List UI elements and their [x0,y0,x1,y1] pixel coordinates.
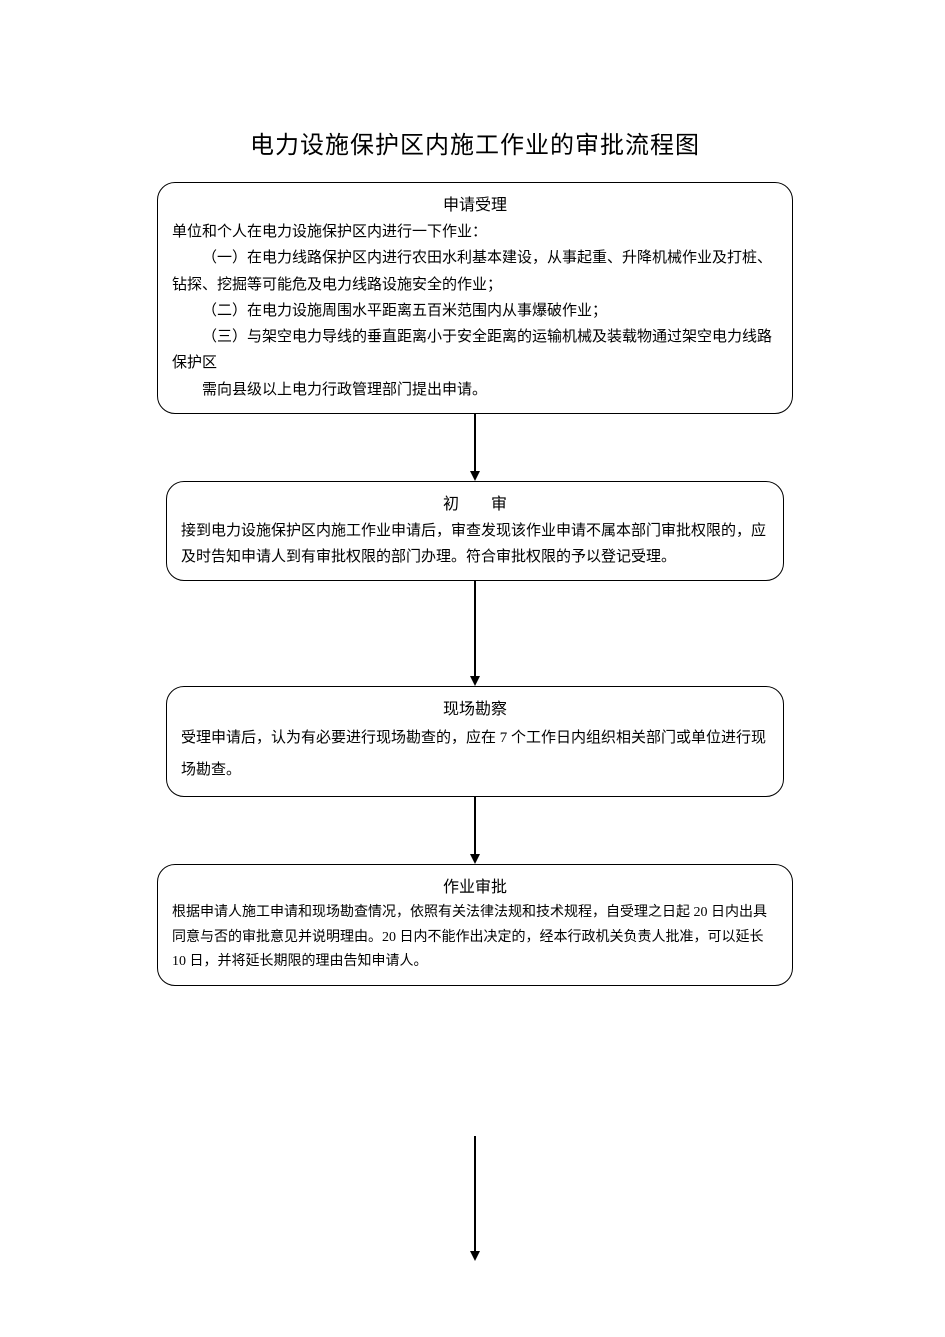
flow-node-body: 受理申请后，认为有必要进行现场勘查的，应在 7 个工作日内组织相关部门或单位进行… [181,723,769,786]
flow-arrow [155,1136,795,1261]
flow-node-line: 需向县级以上电力行政管理部门提出申请。 [172,377,778,403]
flow-arrow [155,581,795,686]
flow-node-line: 单位和个人在电力设施保护区内进行一下作业： [172,219,778,245]
flow-node-body: 根据申请人施工申请和现场勘查情况，依照有关法律法规和技术规程，自受理之日起 20… [172,901,778,975]
arrow-head-icon [470,471,480,481]
flow-node-line: 根据申请人施工申请和现场勘查情况，依照有关法律法规和技术规程，自受理之日起 20… [172,901,778,975]
flow-arrow [155,414,795,481]
arrow-line [474,1136,476,1252]
arrow-line [474,797,476,855]
arrow-head-icon [470,1251,480,1261]
flow-gap [155,986,795,1136]
flow-node-title: 申请受理 [172,191,778,215]
flow-node-body: 单位和个人在电力设施保护区内进行一下作业：（一）在电力线路保护区内进行农田水利基… [172,219,778,403]
flow-node-title: 现场勘察 [181,695,769,719]
page-container: 电力设施保护区内施工作业的审批流程图 申请受理单位和个人在电力设施保护区内进行一… [0,0,945,1261]
flow-node-line: 受理申请后，认为有必要进行现场勘查的，应在 7 个工作日内组织相关部门或单位进行… [181,723,769,786]
flow-node-line: （一）在电力线路保护区内进行农田水利基本建设，从事起重、升降机械作业及打桩、钻探… [172,245,778,298]
document-title: 电力设施保护区内施工作业的审批流程图 [155,125,795,160]
flow-node-line: 接到电力设施保护区内施工作业申请后，审查发现该作业申请不属本部门审批权限的，应及… [181,518,769,571]
arrow-line [474,414,476,472]
flow-node-n2: 初 审接到电力设施保护区内施工作业申请后，审查发现该作业申请不属本部门审批权限的… [166,481,784,582]
flow-arrow [155,797,795,864]
flow-node-line: （三）与架空电力导线的垂直距离小于安全距离的运输机械及装载物通过架空电力线路保护… [172,324,778,377]
arrow-line [474,581,476,677]
flow-node-line: （二）在电力设施周围水平距离五百米范围内从事爆破作业； [172,298,778,324]
flow-node-title: 作业审批 [172,873,778,897]
flowchart-root: 申请受理单位和个人在电力设施保护区内进行一下作业：（一）在电力线路保护区内进行农… [155,182,795,1261]
flow-node-body: 接到电力设施保护区内施工作业申请后，审查发现该作业申请不属本部门审批权限的，应及… [181,518,769,571]
flow-node-n1: 申请受理单位和个人在电力设施保护区内进行一下作业：（一）在电力线路保护区内进行农… [157,182,793,414]
arrow-head-icon [470,854,480,864]
flow-node-n4: 作业审批根据申请人施工申请和现场勘查情况，依照有关法律法规和技术规程，自受理之日… [157,864,793,986]
arrow-head-icon [470,676,480,686]
flow-node-n3: 现场勘察受理申请后，认为有必要进行现场勘查的，应在 7 个工作日内组织相关部门或… [166,686,784,797]
flow-node-title: 初 审 [181,490,769,514]
